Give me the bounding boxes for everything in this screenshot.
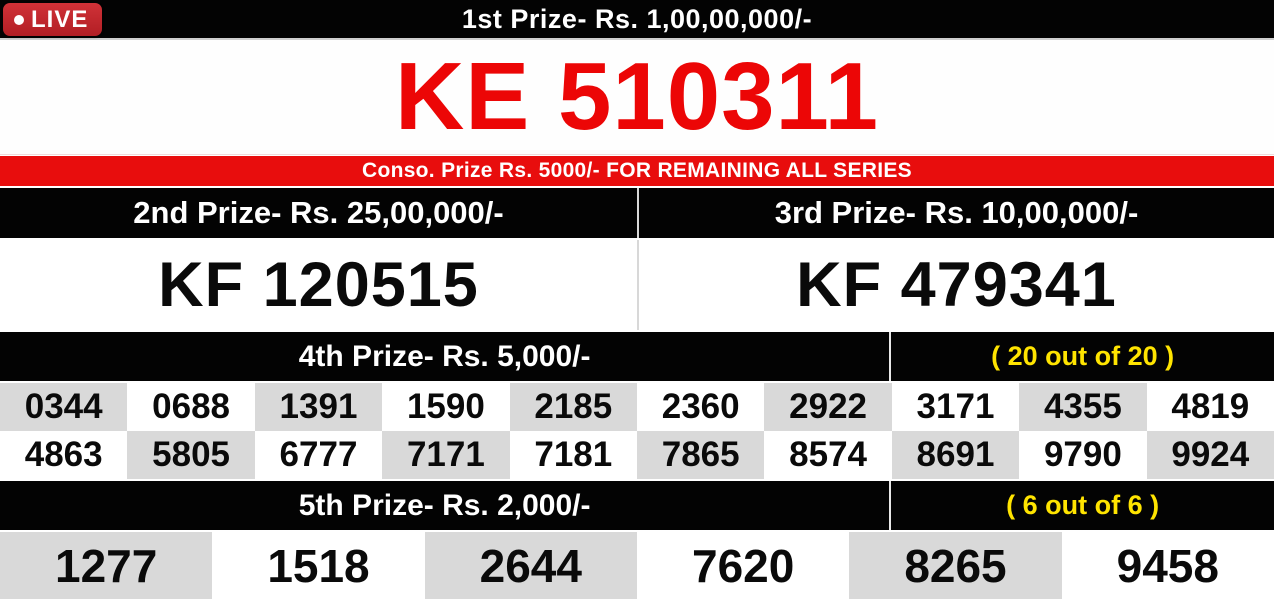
prize-number-cell: 9458 [1061,532,1274,599]
fourth-prize-count-badge: ( 20 out of 20 ) [889,332,1274,381]
prize-number-cell: 8265 [849,532,1062,599]
prize-number-cell: 9790 [1019,431,1147,479]
prize-number-cell: 1277 [0,532,213,599]
prize-number-cell: 4819 [1146,383,1274,431]
second-prize-title: 2nd Prize- Rs. 25,00,000/- [133,195,504,230]
fifth-prize-count-badge: ( 6 out of 6 ) [889,481,1274,530]
first-prize-number-section: KE 510311 [0,40,1274,155]
fourth-prize-header-row: 4th Prize- Rs. 5,000/- ( 20 out of 20 ) [0,330,1274,383]
prize-number-cell: 1590 [382,383,510,431]
prize-number-cell: 2185 [509,383,637,431]
fifth-prize-header-row: 5th Prize- Rs. 2,000/- ( 6 out of 6 ) [0,479,1274,532]
prize-number-cell: 2644 [424,532,637,599]
live-badge: LIVE [3,3,103,36]
prize-number-cell: 7171 [382,431,510,479]
first-prize-title: 1st Prize- Rs. 1,00,00,000/- [461,3,813,34]
prize-number-cell: 6777 [254,431,383,479]
prize-number-cell: 4355 [1019,383,1147,431]
prize-number-cell: 0688 [127,383,255,431]
live-label: LIVE [31,5,89,33]
prize-number-cell: 3171 [891,383,1020,431]
prize-number-cell: 1391 [254,383,383,431]
fourth-prize-number-grid: 0344 0688 1391 1590 2185 2360 2922 3171 4355 4819… [0,383,1274,479]
prize-number-cell: 4863 [0,431,128,479]
first-prize-number: KE 510311 [394,43,880,150]
fifth-prize-number-grid: 1277 1518 2644 7620 8265 9458 [0,532,1274,599]
prize-number-cell: 2360 [637,383,765,431]
prize-number-cell: 8574 [764,431,892,479]
prize-number-cell: 7620 [636,532,850,599]
prize-number-cell: 9924 [1146,431,1274,479]
prize-number-cell: 7181 [509,431,637,479]
live-dot-icon [14,14,24,25]
second-prize-number: KF 120515 [158,250,479,320]
prize-number-cell: 5805 [127,431,255,479]
fourth-prize-title: 4th Prize- Rs. 5,000/- [298,339,591,373]
fifth-prize-title: 5th Prize- Rs. 2,000/- [298,488,591,522]
third-prize-title: 3rd Prize- Rs. 10,00,000/- [637,188,1274,238]
prize-number-cell: 8691 [891,431,1020,479]
prize-number-cell: 7865 [637,431,765,479]
first-prize-header-bar: LIVE 1st Prize- Rs. 1,00,00,000/- [0,0,1274,40]
second-third-prize-header-row: 2nd Prize- Rs. 25,00,000/- 3rd Prize- Rs… [0,186,1274,240]
consolation-text: Conso. Prize Rs. 5000/- FOR REMAINING AL… [361,159,912,182]
consolation-bar: Conso. Prize Rs. 5000/- FOR REMAINING AL… [0,155,1274,186]
prize-number-cell: 2922 [764,383,892,431]
third-prize-number: KF 479341 [637,240,1274,330]
second-third-prize-number-row: KF 120515 KF 479341 [0,240,1274,330]
prize-number-cell: 0344 [0,383,128,431]
prize-number-cell: 1518 [212,532,425,599]
